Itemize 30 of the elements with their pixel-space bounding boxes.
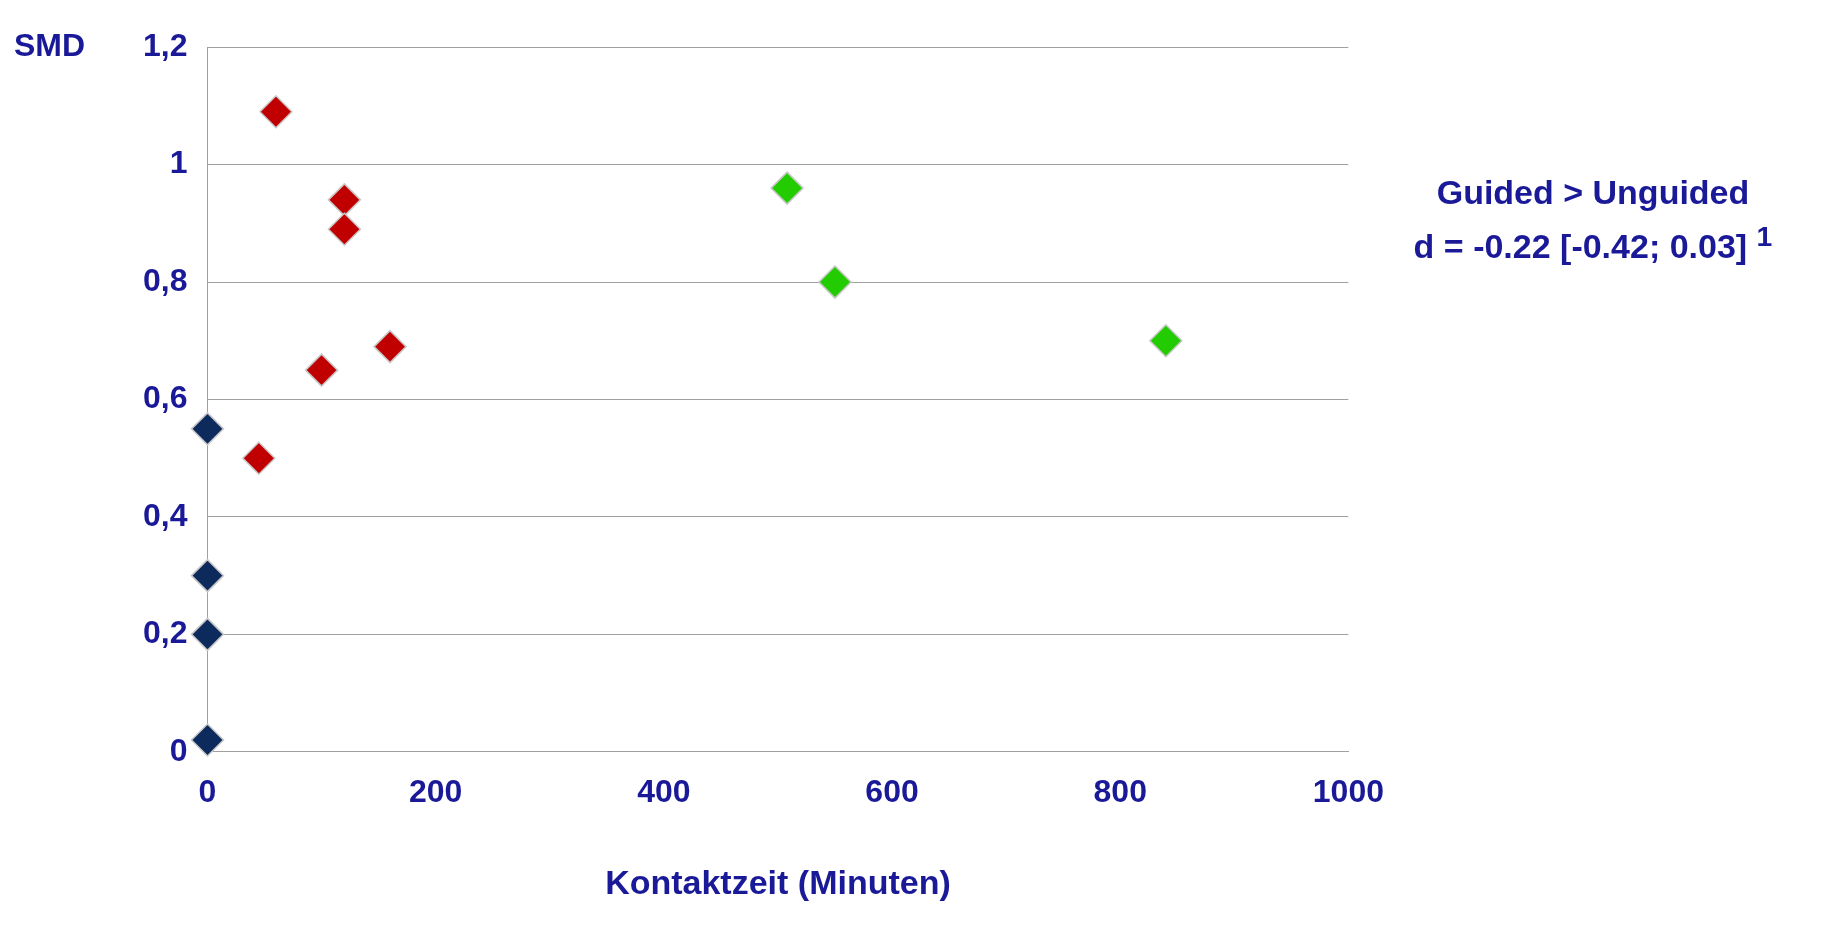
point	[770, 171, 804, 205]
point	[373, 329, 407, 364]
point	[190, 723, 225, 757]
point	[259, 95, 293, 129]
point	[190, 412, 225, 446]
point	[190, 617, 225, 652]
x-tick-label: 800	[1093, 772, 1147, 809]
x-tick-label: 200	[408, 772, 463, 809]
y-tick-label: 0	[169, 731, 188, 768]
x-tick-label: 600	[865, 772, 919, 809]
x-axis-title: Kontaktzeit (Minuten)	[605, 862, 951, 901]
text: Guided > Unguided	[1435, 172, 1751, 213]
y-axis-title: SMD	[14, 27, 86, 64]
point	[304, 353, 339, 387]
y-tick-label: 0,2	[143, 614, 188, 651]
point	[242, 441, 276, 475]
point	[818, 265, 852, 299]
point	[190, 558, 225, 593]
y-tick-label: 0,4	[143, 496, 188, 533]
point	[327, 212, 362, 246]
y-tick-label: 1,2	[143, 27, 188, 64]
point	[327, 183, 362, 217]
point	[1149, 324, 1183, 358]
text: d = -0.22 [-0.42; 0.03] $^{1}$	[1412, 219, 1774, 268]
y-tick-label: 0,6	[143, 379, 188, 416]
y-tick-label: 1	[169, 144, 188, 181]
x-tick-label: 400	[637, 772, 691, 809]
y-tick-label: 0,8	[143, 261, 188, 298]
x-tick-label: 1000	[1312, 772, 1384, 809]
x-tick-label: 0	[198, 772, 217, 809]
